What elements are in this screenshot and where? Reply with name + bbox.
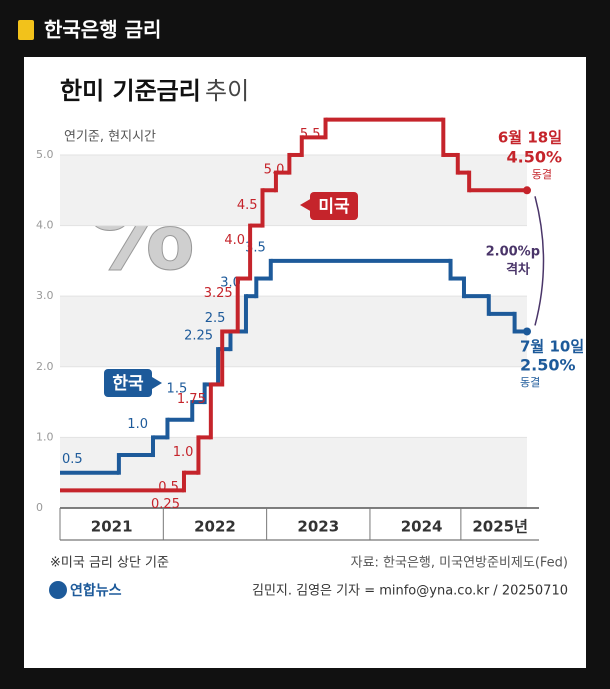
value-label: 0.25 (151, 497, 180, 512)
value-label: 5.5 (300, 127, 321, 142)
annotation: 2.00%p (486, 245, 540, 260)
logo: 연합뉴스 (70, 582, 122, 599)
value-label: 1.0 (127, 417, 148, 432)
annotation: 4.50% (506, 148, 562, 167)
x-tick-label: 2023 (297, 518, 339, 536)
value-label: 1.5 (167, 382, 188, 397)
x-tick-label: 2021 (91, 518, 133, 536)
end-point (523, 186, 531, 195)
x-tick-label: 2022 (194, 518, 236, 536)
value-label: 3.25 (204, 286, 233, 301)
annotation: 동결 (532, 168, 552, 181)
legend-tag (310, 192, 358, 220)
x-tick-label: 2024 (401, 518, 443, 536)
legend-pointer (152, 377, 162, 389)
header-title: 한국은행 금리 (44, 18, 161, 42)
legend-label: 한국 (112, 374, 144, 394)
logo-mark (49, 581, 67, 599)
y-tick-label: 4.0 (36, 219, 54, 232)
legend-pointer (300, 198, 312, 212)
annotation: 격차 (506, 262, 530, 278)
x-tick-label: 2025년 (472, 518, 528, 536)
grid-band (60, 154, 527, 226)
y-tick-label: 1.0 (36, 430, 54, 443)
chart-title-suffix: 추이 (205, 77, 249, 105)
annotation: 2.50% (520, 356, 576, 375)
value-label: 1.0 (173, 445, 194, 460)
value-label: 1.75 (177, 392, 206, 407)
y-tick-label: 0 (36, 501, 43, 514)
grid-band (60, 296, 527, 367)
plot: 0 1.0 2.0 3.0 4.0 5.0 2021 2022 2023 2024 2025년 0.5… (36, 117, 584, 541)
value-label: 4.5 (237, 198, 258, 213)
value-label: 0.5 (158, 480, 179, 495)
subtitle: 연기준, 현지시간 (64, 130, 156, 145)
footnote: ※미국 금리 상단 기준 (50, 556, 169, 571)
y-tick-label: 3.0 (36, 289, 54, 302)
value-label: 2.25 (184, 329, 213, 344)
gap-bracket (534, 196, 545, 326)
value-label: 5.0 (264, 162, 285, 177)
grid-band (60, 437, 527, 508)
chart-title: 한미 기준금리 (60, 77, 201, 105)
value-label: 2.5 (205, 311, 226, 326)
header-icon (18, 20, 34, 40)
value-label: 4.0 (224, 233, 245, 248)
legend-tag (104, 369, 152, 397)
annotation: 6월 18일 (498, 129, 562, 147)
y-tick-label: 5.0 (36, 148, 54, 161)
end-point (523, 327, 531, 336)
annotation: 동결 (520, 376, 540, 389)
byline: 김민지. 김영은 기자 = minfo@yna.co.kr / 20250710 (252, 584, 568, 599)
legend-label: 미국 (318, 197, 350, 217)
source: 자료: 한국은행, 미국연방준비제도(Fed) (351, 555, 568, 571)
y-tick-label: 2.0 (36, 360, 54, 373)
annotation: 7월 10일 (520, 338, 584, 356)
value-label: 0.5 (62, 452, 83, 467)
